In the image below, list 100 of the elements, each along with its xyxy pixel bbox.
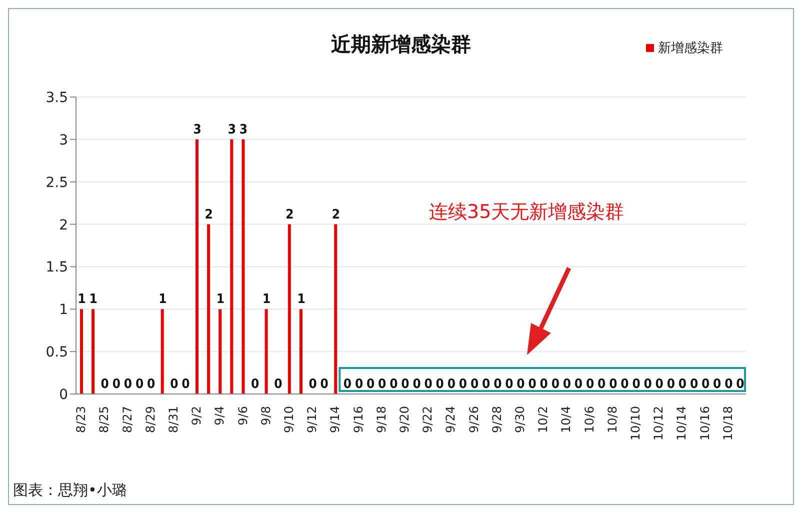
text: 图表：思翔•小璐 (13, 481, 127, 500)
data-label: 0 (540, 377, 548, 392)
x-tick-label: 10/2 (536, 406, 550, 433)
bar (80, 309, 83, 394)
data-label: 0 (124, 377, 132, 392)
x-tick-label: 9/6 (236, 406, 250, 426)
data-label: 0 (366, 377, 375, 392)
data-label: 0 (586, 377, 594, 392)
y-tick-label: 0.5 (46, 344, 68, 361)
x-tick-label: 10/8 (605, 406, 620, 433)
bar (218, 309, 222, 394)
x-tick-label: 9/10 (282, 406, 296, 433)
data-label: 0 (390, 377, 398, 392)
x-tick-label: 9/26 (466, 406, 481, 433)
data-label: 0 (447, 377, 456, 392)
data-label: 0 (666, 377, 675, 392)
data-label: 0 (112, 377, 120, 392)
data-label: 0 (736, 377, 744, 392)
x-tick-label: 8/29 (143, 406, 158, 433)
bar (264, 309, 268, 394)
data-label: 0 (678, 377, 687, 392)
data-label: 2 (286, 207, 294, 222)
bar (288, 224, 291, 394)
x-tick-label: 8/31 (166, 406, 180, 433)
data-label: 0 (528, 377, 536, 392)
x-tick-label: 10/10 (628, 406, 643, 441)
data-label: 0 (378, 377, 386, 392)
bar (334, 224, 338, 394)
data-label: 0 (470, 377, 479, 392)
x-tick-label: 9/30 (513, 406, 528, 433)
data-label: 0 (274, 377, 282, 392)
data-label: 0 (598, 377, 606, 392)
data-label: 0 (412, 377, 421, 392)
x-tick-label: 8/27 (120, 406, 134, 433)
x-tick-label: 9/2 (190, 406, 204, 426)
x-tick-label: 9/28 (490, 406, 504, 433)
data-label: 0 (320, 377, 328, 392)
chart-title: 近期新增感染群 (331, 32, 471, 56)
data-label: 0 (574, 377, 583, 392)
data-label: 0 (482, 377, 490, 392)
x-tick-label: 10/6 (582, 406, 596, 433)
data-label: 0 (458, 377, 468, 392)
data-label: 3 (193, 122, 202, 138)
data-label: 0 (505, 377, 514, 392)
data-label: 0 (620, 377, 629, 392)
x-tick-label: 9/18 (374, 406, 388, 433)
x-tick-label: 9/16 (351, 406, 366, 433)
x-tick-label: 10/12 (652, 406, 666, 441)
data-label: 0 (308, 377, 317, 392)
data-label: 0 (135, 377, 144, 392)
data-label: 0 (724, 377, 733, 392)
data-label: 1 (78, 292, 86, 308)
data-label: 0 (250, 377, 260, 392)
data-label: 1 (216, 292, 224, 308)
data-label: 0 (702, 377, 710, 392)
data-label: 1 (297, 292, 306, 308)
y-tick-label: 0 (59, 386, 68, 403)
data-label: 0 (632, 377, 640, 392)
x-tick-label: 10/16 (698, 406, 712, 441)
x-tick-label: 8/25 (97, 406, 112, 433)
y-tick-label: 1 (59, 302, 68, 318)
x-tick-label: 10/18 (720, 406, 735, 441)
data-label: 0 (655, 377, 664, 392)
legend-label: 新增感染群 (658, 41, 723, 56)
bar (242, 139, 245, 394)
data-label: 0 (516, 377, 525, 392)
data-label: 0 (147, 377, 156, 392)
x-tick-label: 10/14 (674, 406, 689, 441)
data-label: 0 (609, 377, 618, 392)
data-label: 0 (436, 377, 444, 392)
data-label: 3 (239, 122, 248, 138)
bar (92, 309, 95, 394)
data-label: 0 (690, 377, 698, 392)
x-tick-label: 9/20 (398, 406, 412, 433)
data-label: 0 (182, 377, 190, 392)
data-label: 0 (424, 377, 432, 392)
bar (207, 224, 210, 394)
data-label: 0 (100, 377, 109, 392)
data-label: 2 (332, 207, 340, 222)
y-tick-label: 2 (59, 217, 68, 234)
y-tick-label: 1.5 (46, 260, 68, 276)
x-tick-label: 9/12 (305, 406, 320, 433)
y-tick-label: 2.5 (46, 174, 68, 191)
x-tick-label: 9/4 (212, 406, 227, 426)
x-tick-label: 8/23 (74, 406, 88, 433)
data-label: 2 (204, 207, 213, 222)
bar (196, 139, 199, 394)
data-label: 1 (262, 292, 271, 308)
data-label: 0 (494, 377, 502, 392)
data-label: 3 (228, 122, 236, 138)
data-label: 0 (170, 377, 178, 392)
annotation: 连续35天无新增感染群 (429, 200, 624, 225)
data-label: 0 (343, 377, 352, 392)
bar (299, 309, 302, 394)
y-tick-label: 3.5 (46, 90, 68, 106)
data-label: 1 (158, 292, 167, 308)
x-tick-label: 9/8 (258, 406, 273, 426)
data-label: 0 (713, 377, 722, 392)
data-label: 0 (562, 377, 572, 392)
bar (160, 309, 164, 394)
